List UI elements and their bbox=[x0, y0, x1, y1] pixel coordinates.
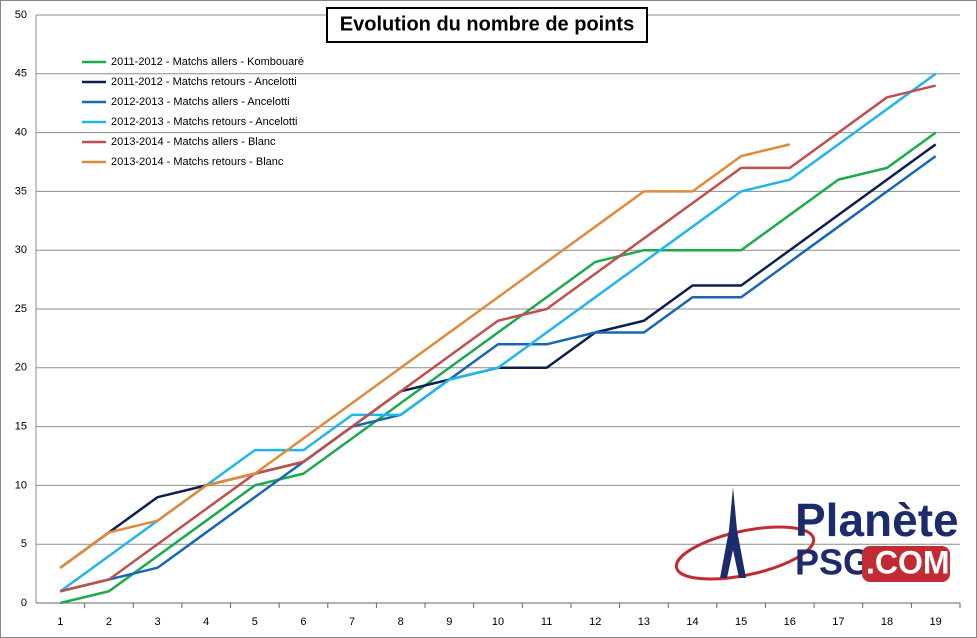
y-tick-label: 0 bbox=[21, 597, 27, 609]
y-tick-label: 35 bbox=[15, 185, 27, 197]
x-tick-label: 16 bbox=[784, 616, 796, 628]
x-tick-label: 13 bbox=[638, 616, 650, 628]
y-tick-label: 50 bbox=[15, 9, 27, 21]
x-tick-label: 1 bbox=[57, 616, 63, 628]
y-tick-label: 30 bbox=[15, 244, 27, 256]
x-tick-label: 11 bbox=[541, 616, 552, 628]
series-line bbox=[60, 155, 937, 593]
logo-badge bbox=[862, 546, 950, 582]
y-tick-label: 5 bbox=[21, 538, 27, 550]
x-tick-label: 18 bbox=[881, 616, 893, 628]
logo-tower bbox=[720, 487, 746, 578]
logo-ring bbox=[674, 525, 816, 581]
title-box bbox=[326, 7, 648, 43]
x-tick-label: 8 bbox=[398, 616, 404, 628]
series-line bbox=[60, 84, 936, 593]
x-tick-label: 2 bbox=[106, 616, 112, 628]
x-tick-label: 7 bbox=[349, 616, 355, 628]
y-tick-label: 45 bbox=[15, 68, 27, 80]
series-line bbox=[60, 131, 937, 605]
legend-label: 2012-2013 - Matchs allers - Ancelotti bbox=[111, 96, 290, 108]
x-tick-label: 15 bbox=[735, 616, 747, 628]
legend-label: 2013-2014 - Matchs retours - Blanc bbox=[111, 156, 284, 168]
y-tick-label: 10 bbox=[15, 479, 27, 491]
logo-text: .COM bbox=[866, 544, 950, 580]
x-tick-label: 17 bbox=[832, 616, 844, 628]
lines bbox=[59, 72, 937, 605]
x-tick-label: 19 bbox=[930, 616, 942, 628]
x-tick-label: 9 bbox=[446, 616, 452, 628]
legend-label: 2011-2012 - Matchs allers - Kombouaré bbox=[111, 56, 304, 68]
logo: Planète PSG .COM bbox=[674, 487, 959, 583]
x-tick-label: 6 bbox=[300, 616, 306, 628]
x-tick-label: 10 bbox=[492, 616, 504, 628]
legend-label: 2013-2014 - Matchs allers - Blanc bbox=[111, 136, 276, 148]
series-line bbox=[59, 143, 791, 569]
y-tick-label: 40 bbox=[15, 127, 27, 139]
legend-label: 2012-2013 - Matchs retours - Ancelotti bbox=[111, 116, 297, 128]
x-tick-label: 3 bbox=[155, 616, 161, 628]
x-tick-label: 14 bbox=[686, 616, 698, 628]
logo-text: Planète bbox=[795, 494, 959, 546]
logo-text: PSG bbox=[795, 542, 871, 583]
x-tick-label: 4 bbox=[203, 616, 209, 628]
legend-label: 2011-2012 - Matchs retours - Ancelotti bbox=[111, 76, 297, 88]
y-tick-label: 25 bbox=[15, 303, 27, 315]
chart-title: Evolution du nombre de points bbox=[340, 13, 634, 35]
y-tick-label: 15 bbox=[15, 421, 27, 433]
x-tick-label: 5 bbox=[252, 616, 258, 628]
y-tick-label: 20 bbox=[15, 362, 27, 374]
x-tick-label: 12 bbox=[589, 616, 601, 628]
